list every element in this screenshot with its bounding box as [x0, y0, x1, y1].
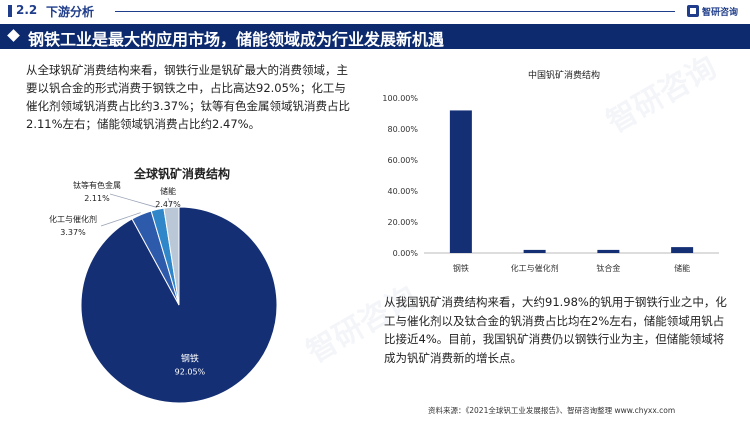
pie-chart-title: 全球钒矿消费结构: [133, 166, 230, 181]
pie-label-1-value: 3.37%: [60, 228, 86, 237]
bar-x-tick-label: 化工与催化剂: [511, 263, 559, 273]
pie-label-0-value: 92.05%: [175, 368, 206, 377]
bar-y-tick-label: 100.00%: [382, 94, 418, 103]
section-number: 2.2: [16, 3, 38, 17]
brand-logo: 智研咨询: [686, 4, 738, 18]
china-bar-chart: 中国钒矿消费结构 0.00% 20.00% 40.00% 60.00% 80.00% 10…: [374, 60, 736, 285]
data-source-footer: 资料来源：《2021全球钒工业发展报告》、智研咨询整理 www.chyxx.co…: [428, 406, 676, 415]
title-banner: 钢铁工业是最大的应用市场，储能领域成为行业发展新机遇: [0, 24, 750, 49]
section-header: 2.2 下游分析 智研咨询: [0, 0, 750, 22]
header-divider: [115, 11, 675, 12]
bar-x-tick-label: 储能: [674, 263, 690, 273]
bar-1: [523, 249, 546, 253]
logo-icon: [687, 5, 699, 17]
bar-y-tick-label: 60.00%: [387, 156, 418, 165]
bar-y-tick-label: 0.00%: [393, 249, 419, 258]
logo-text: 智研咨询: [702, 7, 739, 18]
diamond-icon: [7, 29, 20, 42]
pie-leader-line-2: [109, 193, 158, 208]
section-accent-bar: [8, 5, 12, 17]
bar-y-tick-label: 80.00%: [387, 125, 418, 134]
bar-chart-title: 中国钒矿消费结构: [528, 69, 600, 81]
pie-leader-line-1: [100, 212, 141, 227]
section-title: 下游分析: [46, 5, 95, 19]
pie-label-1-name: 化工与催化剂: [49, 214, 97, 224]
bar-3: [671, 247, 694, 253]
bar-y-tick-label: 20.00%: [387, 218, 418, 227]
pie-label-3-value: 2.47%: [155, 200, 181, 209]
pie-slice-0: [80, 206, 278, 404]
bar-y-tick-label: 40.00%: [387, 187, 418, 196]
global-pie-chart: 全球钒矿消费结构 钢铁 92.05% 化工与催化剂 3.37% 钛等有色金属 2.11% 储…: [0, 160, 380, 422]
bar-2: [597, 249, 620, 253]
pie-label-2-name: 钛等有色金属: [73, 180, 121, 190]
bar-x-tick-label: 钢铁: [453, 263, 469, 273]
pie-label-2-value: 2.11%: [84, 194, 110, 203]
pie-label-3-name: 储能: [160, 186, 176, 196]
bar-0: [449, 110, 472, 253]
global-analysis-paragraph: 从全球钒矿消费结构来看，钢铁行业是钒矿最大的消费领域，主要以钒合金的形式消费于钢…: [26, 63, 351, 131]
bar-x-tick-label: 钛合金: [596, 263, 620, 273]
pie-label-0-name: 钢铁: [181, 353, 199, 365]
china-analysis-paragraph: 从我国钒矿消费结构来看，大约91.98%的钒用于钢铁行业之中，化工与催化剂以及钛…: [384, 295, 727, 365]
pie-slice-3: [163, 206, 180, 306]
banner-title: 钢铁工业是最大的应用市场，储能领域成为行业发展新机遇: [28, 30, 445, 49]
pie-leader-line-3: [167, 197, 172, 206]
